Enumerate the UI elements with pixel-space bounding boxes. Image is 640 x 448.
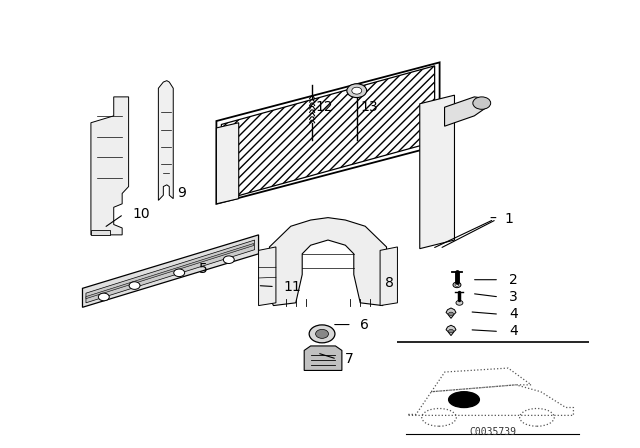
- Circle shape: [456, 301, 463, 305]
- Polygon shape: [420, 95, 454, 249]
- Circle shape: [449, 392, 479, 408]
- Circle shape: [449, 329, 454, 333]
- Circle shape: [173, 269, 185, 276]
- Polygon shape: [445, 97, 486, 126]
- Polygon shape: [91, 97, 129, 235]
- Polygon shape: [158, 81, 173, 200]
- Circle shape: [223, 256, 234, 263]
- Text: 5: 5: [199, 263, 208, 276]
- Polygon shape: [86, 244, 253, 299]
- Text: 7: 7: [346, 352, 354, 366]
- Circle shape: [347, 84, 367, 98]
- Text: 10: 10: [132, 207, 150, 221]
- Circle shape: [316, 329, 328, 338]
- Text: 2: 2: [509, 273, 518, 287]
- Text: 8: 8: [385, 276, 394, 290]
- Polygon shape: [259, 247, 276, 306]
- Polygon shape: [446, 308, 456, 319]
- Polygon shape: [380, 247, 397, 306]
- Polygon shape: [446, 325, 456, 336]
- Polygon shape: [216, 123, 239, 204]
- Circle shape: [129, 282, 140, 289]
- Circle shape: [453, 282, 461, 288]
- Text: 3: 3: [509, 290, 518, 304]
- Text: –: –: [490, 212, 497, 226]
- Polygon shape: [304, 346, 342, 370]
- Polygon shape: [83, 235, 259, 307]
- Circle shape: [99, 293, 109, 301]
- Polygon shape: [91, 230, 110, 235]
- Text: 4: 4: [509, 307, 518, 321]
- Circle shape: [449, 312, 454, 315]
- Text: 11: 11: [284, 280, 301, 293]
- Circle shape: [352, 87, 362, 94]
- Polygon shape: [269, 218, 387, 306]
- Circle shape: [309, 325, 335, 343]
- Text: 1: 1: [504, 212, 513, 226]
- Text: 12: 12: [316, 100, 333, 114]
- Text: 4: 4: [509, 324, 518, 338]
- Polygon shape: [221, 66, 435, 200]
- Text: 6: 6: [360, 318, 369, 332]
- Polygon shape: [86, 240, 255, 303]
- Text: C0035739: C0035739: [469, 427, 516, 437]
- Circle shape: [473, 97, 491, 109]
- Circle shape: [455, 284, 459, 286]
- Text: 13: 13: [360, 100, 378, 114]
- Text: 9: 9: [177, 186, 186, 200]
